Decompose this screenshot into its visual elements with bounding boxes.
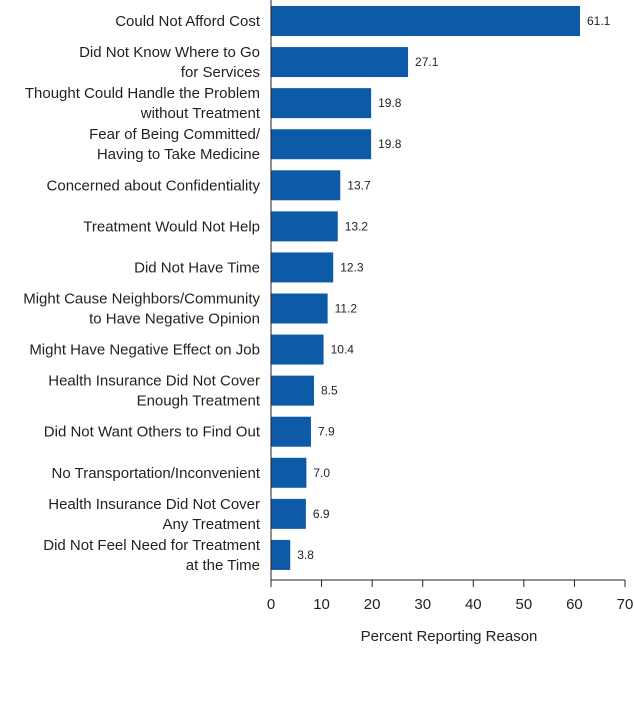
- category-label-line: Concerned about Confidentiality: [47, 177, 261, 194]
- axes: 0 10 20 30 40 50 60 70: [267, 0, 634, 613]
- category-label-line: Might Cause Neighbors/Community: [23, 291, 260, 308]
- bar-value-label: 3.8: [297, 548, 314, 562]
- bar: [271, 211, 338, 242]
- bar: [271, 47, 409, 78]
- bar-value-label: 10.4: [331, 343, 355, 357]
- category-label-line: to Have Negative Opinion: [89, 311, 260, 328]
- category-label-line: Thought Could Handle the Problem: [25, 85, 260, 102]
- bar: [271, 416, 311, 447]
- bar: [271, 129, 372, 160]
- category-label: Did Not Know Where to Go for Services: [79, 44, 260, 81]
- x-tick-label: 60: [566, 596, 583, 613]
- bar: [271, 457, 307, 488]
- category-label-line: Any Treatment: [162, 516, 260, 533]
- bar: [271, 334, 324, 365]
- category-label-line: for Services: [181, 64, 260, 81]
- bar-value-label: 12.3: [340, 260, 364, 274]
- category-label-line: Health Insurance Did Not Cover: [48, 373, 260, 390]
- category-label-line: Fear of Being Committed/: [89, 126, 261, 143]
- x-tick-label: 70: [617, 596, 634, 613]
- bar: [271, 252, 334, 283]
- category-label-line: Treatment Would Not Help: [83, 218, 260, 235]
- category-label-line: Could Not Afford Cost: [115, 13, 261, 30]
- bars-layer: [271, 6, 580, 570]
- bar: [271, 375, 314, 406]
- bar-value-label: 7.0: [313, 466, 330, 480]
- bar: [271, 498, 306, 529]
- bar: [271, 539, 291, 570]
- bar-value-label: 7.9: [318, 425, 335, 439]
- bar: [271, 293, 328, 324]
- category-label: Thought Could Handle the Problem without …: [25, 85, 261, 122]
- category-label-line: Did Not Feel Need for Treatment: [43, 537, 261, 554]
- category-label: Health Insurance Did Not Cover Any Treatm…: [48, 496, 261, 533]
- bar: [271, 170, 341, 201]
- category-label: Could Not Afford Cost: [115, 13, 261, 30]
- category-label: Might Cause Neighbors/Community to Have N…: [23, 291, 260, 328]
- category-label: Health Insurance Did Not Cover Enough Tre…: [48, 373, 261, 410]
- bar-value-label: 6.9: [313, 507, 330, 521]
- bar-value-label: 13.7: [347, 178, 371, 192]
- category-labels: Could Not Afford Cost Did Not Know Where …: [23, 13, 261, 574]
- bar: [271, 88, 372, 119]
- bar-value-label: 11.2: [335, 302, 358, 316]
- x-tick-label: 30: [414, 596, 431, 613]
- category-label-line: without Treatment: [140, 105, 261, 122]
- category-label: Did Not Feel Need for Treatment at the Ti…: [43, 537, 261, 574]
- category-label: No Transportation/Inconvenient: [52, 465, 261, 482]
- bar-value-label: 27.1: [415, 55, 439, 69]
- category-label: Concerned about Confidentiality: [47, 177, 261, 194]
- x-tick-label: 0: [267, 596, 275, 613]
- category-label: Treatment Would Not Help: [83, 218, 260, 235]
- category-label: Might Have Negative Effect on Job: [29, 342, 260, 359]
- category-label-line: Health Insurance Did Not Cover: [48, 496, 260, 513]
- category-label-line: Might Have Negative Effect on Job: [29, 342, 260, 359]
- category-label-line: Did Not Have Time: [134, 259, 260, 276]
- category-label: Fear of Being Committed/Having to Take M…: [89, 126, 261, 163]
- category-label: Did Not Want Others to Find Out: [44, 424, 261, 441]
- value-labels: 61.1 27.1 19.8 19.8 13.7 13.2 12.3 11.2 10.4 8.5 7…: [297, 14, 610, 562]
- bar: [271, 6, 580, 36]
- category-label: Did Not Have Time: [134, 259, 260, 276]
- category-label-line: No Transportation/Inconvenient: [52, 465, 261, 482]
- x-tick-label: 40: [465, 596, 482, 613]
- bar-value-label: 61.1: [587, 14, 611, 28]
- bar-value-label: 19.8: [378, 137, 402, 151]
- category-label-line: Having to Take Medicine: [97, 146, 260, 163]
- bar-value-label: 8.5: [321, 384, 338, 398]
- category-label-line: at the Time: [186, 557, 260, 574]
- category-label-line: Did Not Know Where to Go: [79, 44, 260, 61]
- x-axis-title: Percent Reporting Reason: [361, 628, 538, 645]
- category-label-line: Enough Treatment: [137, 393, 261, 410]
- x-tick-label: 50: [516, 596, 533, 613]
- x-tick-label: 10: [313, 596, 330, 613]
- bar-value-label: 13.2: [345, 219, 369, 233]
- bar-value-label: 19.8: [378, 96, 402, 110]
- x-tick-label: 20: [364, 596, 381, 613]
- category-label-line: Did Not Want Others to Find Out: [44, 424, 261, 441]
